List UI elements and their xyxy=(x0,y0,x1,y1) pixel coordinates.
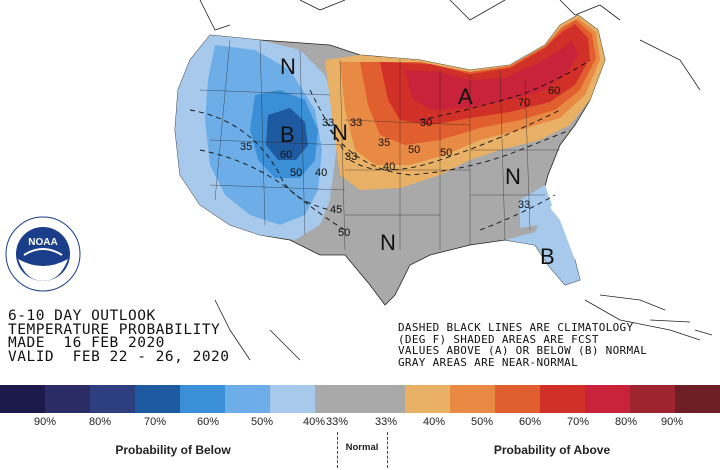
region-letter-florida-below: B xyxy=(540,244,555,269)
region-letter-east-normal: N xyxy=(505,164,521,189)
contour-label: 35 xyxy=(378,137,390,149)
legend-label: 50% xyxy=(250,416,274,428)
legend-label: 80% xyxy=(88,416,112,428)
legend-label: 90% xyxy=(660,416,684,428)
legend-swatch xyxy=(405,385,450,413)
title-line: MADE 16 FEB 2020 xyxy=(8,335,165,351)
region-letter-west-below: B xyxy=(280,122,295,147)
legend-swatch xyxy=(540,385,585,413)
note-line: DASHED BLACK LINES ARE CLIMATOLOGY xyxy=(398,321,634,334)
legend-label: 50% xyxy=(470,416,494,428)
legend-label: 70% xyxy=(566,416,590,428)
below-caption: Probability of Below xyxy=(115,443,231,457)
region-letter-south-normal: N xyxy=(380,230,396,255)
note-line: VALUES ABOVE (A) OR BELOW (B) NORMAL xyxy=(398,344,648,357)
legend-swatch xyxy=(0,385,45,413)
florida-below-region xyxy=(505,205,580,285)
contour-label: 60 xyxy=(548,85,560,97)
legend-label: 60% xyxy=(196,416,220,428)
outlook-map: N B N A N N B 33 33 35 35 40 40 45 50 50… xyxy=(174,0,713,361)
contour-label: 50 xyxy=(290,167,302,179)
legend-percent-labels: 90% 80% 70% 60% 50% 40% 33% 33% 40% 50% … xyxy=(0,416,720,432)
legend-swatch xyxy=(315,385,360,413)
legend-swatch xyxy=(495,385,540,413)
contour-labels: 33 33 35 35 40 40 45 50 50 50 60 30 33 7… xyxy=(240,85,560,239)
caribbean-islands xyxy=(599,294,713,336)
region-letter-nw-normal: N xyxy=(280,54,296,79)
title-line: TEMPERATURE PROBABILITY xyxy=(8,321,221,338)
outlook-title-block: 6-10 DAY OUTLOOK TEMPERATURE PROBABILITY… xyxy=(8,308,230,365)
contour-label: 45 xyxy=(330,204,342,216)
legend-swatch xyxy=(135,385,180,413)
contour-label: 40 xyxy=(315,167,327,179)
normal-divider-right xyxy=(387,432,388,468)
legend-label: 40% xyxy=(302,416,326,428)
normal-caption: Normal xyxy=(345,442,379,453)
legend-label: 40% xyxy=(422,416,446,428)
note-line: GRAY AREAS ARE NEAR-NORMAL xyxy=(398,355,578,369)
region-letter-plains-normal: N xyxy=(332,120,348,145)
climatology-contours xyxy=(189,59,591,231)
below-60-region xyxy=(266,108,308,160)
state-lines xyxy=(199,39,560,251)
legend-swatch xyxy=(180,385,225,413)
contour-label: 60 xyxy=(280,149,292,161)
contour-label: 33 xyxy=(518,199,530,211)
legend-swatch xyxy=(675,385,720,413)
contour-label: 33 xyxy=(350,117,362,129)
noaa-logo: NOAA xyxy=(4,215,82,293)
legend-label: 80% xyxy=(614,416,638,428)
southeast-below-region xyxy=(520,185,552,228)
above-caption: Probability of Above xyxy=(493,443,611,457)
map-notes-block: DASHED BLACK LINES ARE CLIMATOLOGY (DEG … xyxy=(398,322,647,368)
map-canvas: N B N A N N B 33 33 35 35 40 40 45 50 50… xyxy=(174,0,713,361)
legend-label: 70% xyxy=(143,416,167,428)
legend-label: 90% xyxy=(33,416,57,428)
contour-label: 70 xyxy=(518,97,530,109)
legend-swatch xyxy=(360,385,405,413)
legend-swatch xyxy=(630,385,675,413)
title-line: VALID FEB 22 - 26, 2020 xyxy=(8,348,230,365)
legend-swatch xyxy=(450,385,495,413)
legend-label: 60% xyxy=(518,416,542,428)
legend-label: 33% xyxy=(325,416,349,428)
international-borders xyxy=(199,0,701,361)
contour-label: 50 xyxy=(408,144,420,156)
region-letter-great-lakes-above: A xyxy=(458,84,473,109)
contour-label: 33 xyxy=(322,117,334,129)
legend-label: 33% xyxy=(374,416,398,428)
contour-label: 50 xyxy=(338,227,350,239)
legend-swatch xyxy=(270,385,315,413)
legend-swatch xyxy=(90,385,135,413)
title-line: 6-10 DAY OUTLOOK xyxy=(8,308,156,324)
normal-divider-left xyxy=(337,432,338,468)
legend-swatch xyxy=(225,385,270,413)
note-line: (DEG F) SHADED AREAS ARE FCST xyxy=(398,332,599,346)
contour-label: 30 xyxy=(420,117,432,129)
above-70-region xyxy=(405,40,578,110)
probability-legend-bar xyxy=(0,385,720,413)
legend-swatch xyxy=(45,385,90,413)
legend-swatch xyxy=(585,385,630,413)
contour-label: 50 xyxy=(440,147,452,159)
logo-text: NOAA xyxy=(28,237,57,248)
region-letters: N B N A N N B xyxy=(280,54,555,269)
contour-label: 33 xyxy=(345,151,357,163)
contour-label: 35 xyxy=(240,141,252,153)
contour-label: 40 xyxy=(383,161,395,173)
